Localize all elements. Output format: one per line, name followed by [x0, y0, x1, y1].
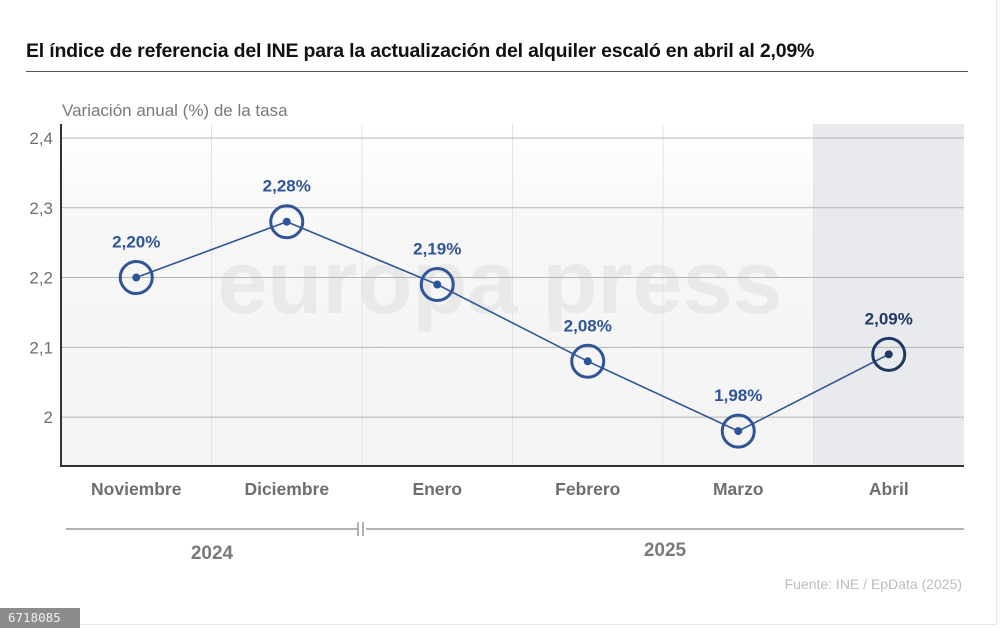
y-tick-label: 2,1: [29, 338, 53, 357]
data-point-ring: [269, 204, 305, 240]
x-tick-label: Enero: [412, 479, 462, 499]
data-point: [433, 280, 442, 289]
data-point-ring: [871, 336, 907, 372]
data-point: [734, 427, 743, 436]
image-id-badge: 6718085: [0, 608, 80, 628]
x-tick-label: Diciembre: [244, 479, 329, 499]
x-tick-label: Noviembre: [91, 479, 182, 499]
series-line: [135, 220, 890, 432]
data-label: 2,08%: [564, 316, 612, 335]
data-point-ring: [118, 260, 154, 296]
data-point-ring: [419, 267, 455, 303]
highlight-band: [813, 124, 964, 466]
x-tick-label: Febrero: [555, 479, 620, 499]
title-divider: [26, 71, 968, 72]
y-tick-label: 2: [44, 408, 53, 427]
y-tick-label: 2,2: [29, 269, 53, 288]
source-note: Fuente: INE / EpData (2025): [784, 576, 962, 592]
data-point-ring: [570, 343, 606, 379]
year-label: 2024: [191, 543, 234, 564]
watermark: europa press: [217, 233, 782, 333]
year-label: 2025: [644, 540, 687, 561]
data-point: [132, 273, 141, 282]
data-point: [282, 217, 291, 226]
y-tick-label: 2,3: [29, 199, 53, 218]
data-label: 2,09%: [865, 309, 913, 328]
y-axis-title: Variación anual (%) de la tasa: [62, 101, 288, 120]
x-tick-label: Marzo: [713, 479, 764, 499]
data-label: 2,20%: [112, 233, 160, 252]
y-tick-label: 2,4: [29, 129, 53, 148]
data-label: 2,28%: [263, 177, 311, 196]
data-label: 2,19%: [413, 240, 461, 259]
x-tick-label: Abril: [869, 479, 909, 499]
data-point: [884, 350, 893, 359]
data-point: [583, 357, 592, 366]
chart-title: El índice de referencia del INE para la …: [26, 40, 815, 62]
data-point-ring: [720, 413, 756, 449]
data-label: 1,98%: [714, 386, 762, 405]
